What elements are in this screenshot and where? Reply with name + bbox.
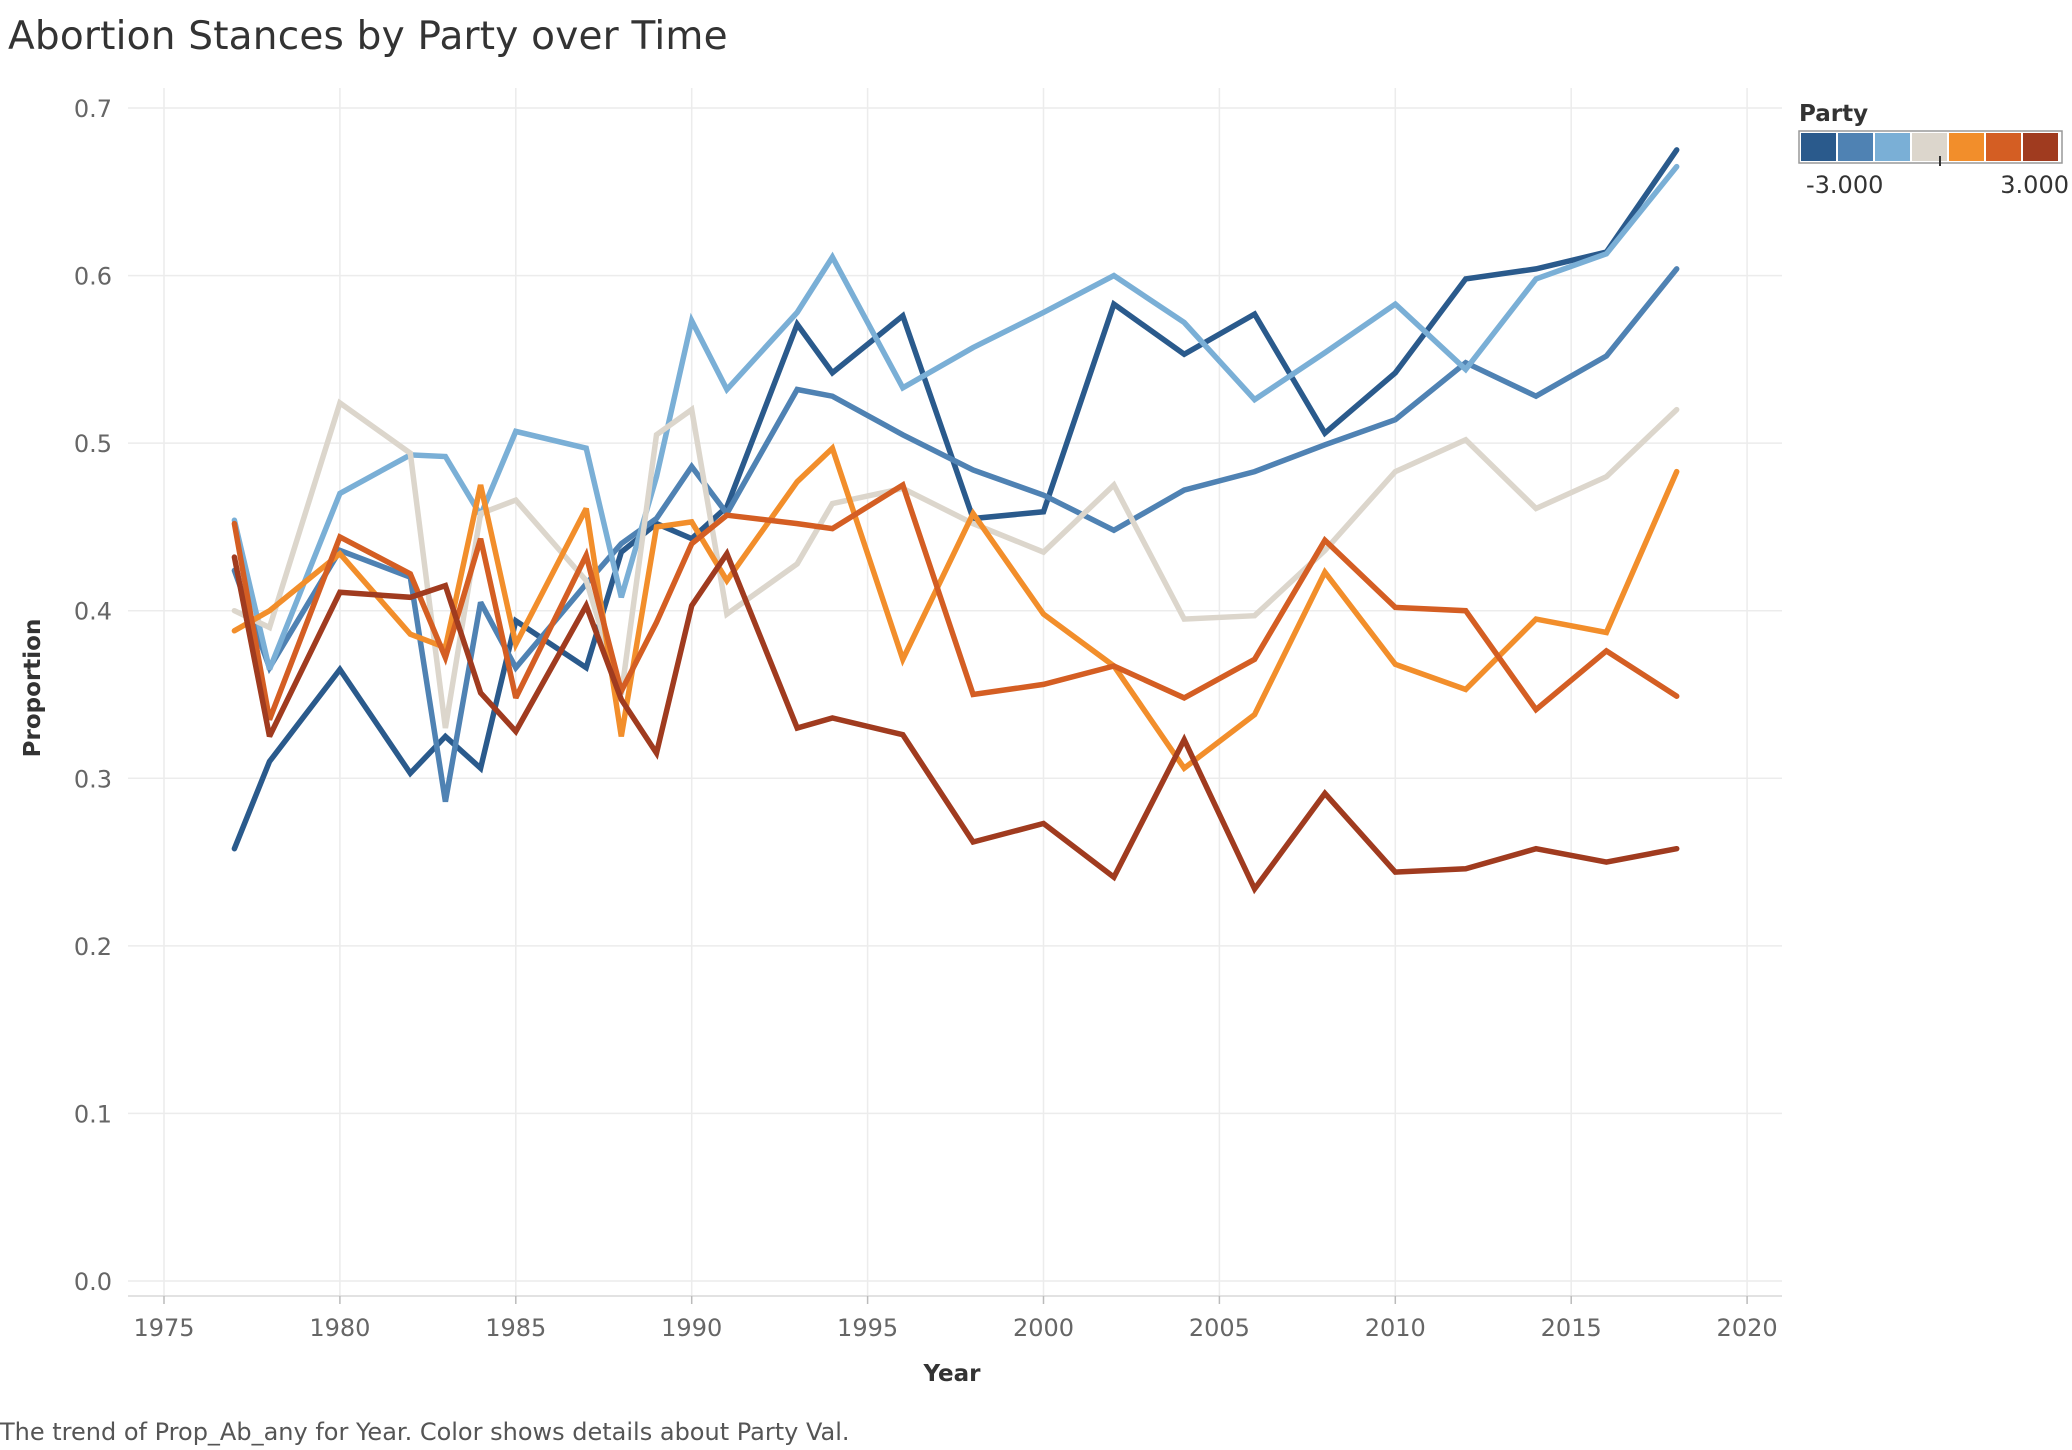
legend-min-label: -3.000: [1806, 171, 1883, 199]
legend-title: Party: [1799, 101, 1868, 127]
legend-max-label: 3.000: [2000, 171, 2069, 199]
x-tick-label: 2010: [1365, 1314, 1426, 1342]
series-line-party--1[interactable]: [231, 163, 1680, 671]
grid-lines: [128, 88, 1782, 1297]
x-tick-label: 1980: [309, 1314, 370, 1342]
series-line-party-1[interactable]: [231, 443, 1680, 773]
legend-swatch: [1912, 133, 1947, 161]
series-lines: [231, 147, 1680, 895]
y-tick-label: 0.3: [74, 765, 112, 793]
x-tick-label: 2015: [1541, 1314, 1602, 1342]
y-tick-label: 0.0: [74, 1268, 112, 1296]
chart-caption: The trend of Prop_Ab_any for Year. Color…: [0, 1418, 850, 1446]
party-color-legend[interactable]: Party -3.000 3.000: [1798, 101, 2069, 199]
y-tick-label: 0.7: [74, 95, 112, 123]
y-axis-title: Proportion: [20, 619, 46, 758]
y-tick-label: 0.6: [74, 263, 112, 291]
series-line-party--2[interactable]: [231, 266, 1680, 803]
series-line-party--3[interactable]: [231, 147, 1680, 852]
y-tick-label: 0.2: [74, 933, 112, 961]
x-tick-label: 1985: [485, 1314, 546, 1342]
x-tick-label: 1990: [661, 1314, 722, 1342]
legend-swatch: [1875, 133, 1910, 161]
legend-swatch: [1986, 133, 2021, 161]
x-tick-label: 2020: [1717, 1314, 1778, 1342]
legend-swatch: [1949, 133, 1984, 161]
series-line-party-0[interactable]: [231, 398, 1680, 729]
x-tick-label: 2005: [1189, 1314, 1250, 1342]
y-tick-label: 0.1: [74, 1100, 112, 1128]
y-tick-label: 0.5: [74, 430, 112, 458]
legend-color-ramp: [1798, 130, 2063, 164]
legend-swatch: [1801, 133, 1836, 161]
y-tick-label: 0.4: [74, 598, 112, 626]
x-axis-title: Year: [922, 1361, 981, 1387]
x-tick-label: 2000: [1013, 1314, 1074, 1342]
legend-swatch: [1838, 133, 1873, 161]
series-line-party-3[interactable]: [231, 547, 1680, 895]
x-tick-label: 1975: [133, 1314, 194, 1342]
legend-swatch: [2023, 133, 2058, 161]
series-line-party-2[interactable]: [231, 480, 1680, 721]
y-axis-ticks: 0.0 0.1 0.2 0.3 0.4 0.5 0.6 0.7: [74, 95, 112, 1296]
x-axis-ticks: 1975 1980 1985 1990 1995 2000 2005 2010 2015 2020: [133, 1296, 1778, 1342]
chart-title: Abortion Stances by Party over Time: [8, 14, 728, 59]
x-tick-label: 1995: [837, 1314, 898, 1342]
